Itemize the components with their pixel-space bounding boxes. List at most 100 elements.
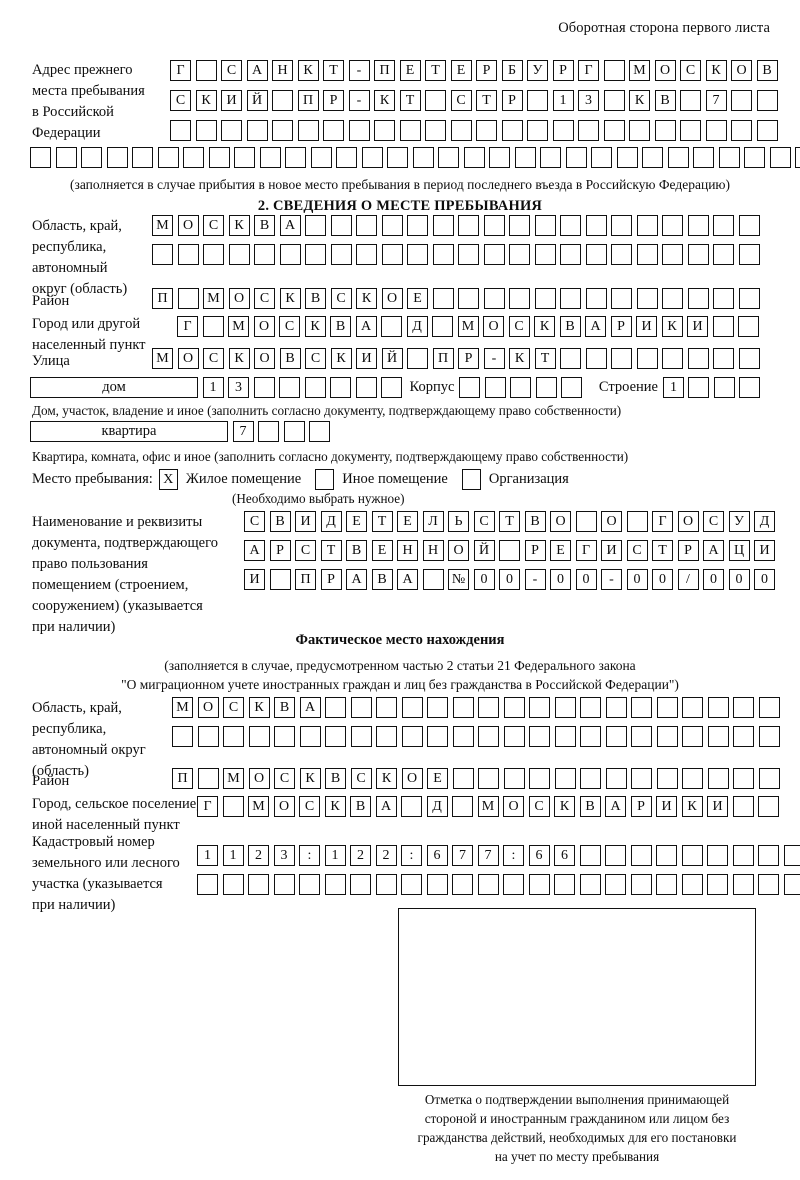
document-r1-cell-14[interactable]: [575, 511, 597, 532]
street-cell-20[interactable]: [636, 348, 658, 369]
district-cell-14[interactable]: [483, 288, 505, 309]
district-cell-19[interactable]: [611, 288, 632, 309]
region-r1-cell-19[interactable]: [611, 215, 632, 236]
prev-address-r1-cell-1[interactable]: Г: [170, 60, 191, 81]
actual-city-cell-9[interactable]: [401, 796, 422, 817]
cadastral-r1-cell-5[interactable]: :: [299, 845, 320, 866]
document-r1-cell-1[interactable]: С: [244, 511, 265, 532]
cadastral-r1-cell-15[interactable]: 6: [554, 845, 575, 866]
korpus-cell-3[interactable]: [510, 377, 532, 398]
actual-district-cell-17[interactable]: [580, 768, 601, 789]
actual-region-r1-cell-2[interactable]: О: [197, 697, 219, 718]
city-cell-6[interactable]: К: [304, 316, 326, 337]
actual-region-r2-cell-10[interactable]: [401, 726, 423, 747]
prev-address-r2-cell-22[interactable]: 7: [705, 90, 727, 111]
korpus-cell-1[interactable]: [459, 377, 481, 398]
document-r2-cell-11[interactable]: [499, 540, 520, 561]
region-r2-cell-8[interactable]: [330, 244, 352, 265]
document-r3-cell-6[interactable]: В: [371, 569, 393, 590]
district-cell-3[interactable]: М: [203, 288, 224, 309]
prev-address-r4-cell-5[interactable]: [132, 147, 153, 168]
document-r3-cell-21[interactable]: 0: [754, 569, 775, 590]
city-cell-7[interactable]: В: [330, 316, 351, 337]
document-r3-cell-5[interactable]: А: [346, 569, 367, 590]
prev-address-r4-cell-17[interactable]: [438, 147, 459, 168]
document-r2-cell-15[interactable]: И: [601, 540, 622, 561]
prev-address-r1-cell-21[interactable]: С: [680, 60, 701, 81]
district-cell-22[interactable]: [687, 288, 709, 309]
actual-district-cell-9[interactable]: К: [376, 768, 397, 789]
street-cell-12[interactable]: П: [432, 348, 454, 369]
actual-district-cell-6[interactable]: К: [299, 768, 321, 789]
city-cell-4[interactable]: О: [253, 316, 275, 337]
region-r1-cell-21[interactable]: [662, 215, 683, 236]
document-r2-cell-13[interactable]: Е: [550, 540, 571, 561]
cadastral-r1-cell-21[interactable]: [707, 845, 728, 866]
actual-city-cell-16[interactable]: В: [579, 796, 601, 817]
city-cell-11[interactable]: [432, 316, 453, 337]
actual-district-cell-23[interactable]: [733, 768, 754, 789]
cadastral-r2-cell-9[interactable]: [401, 874, 422, 895]
actual-region-r2-cell-4[interactable]: [248, 726, 270, 747]
document-r3-cell-3[interactable]: П: [295, 569, 316, 590]
actual-city-cell-2[interactable]: [222, 796, 244, 817]
document-r1-cell-20[interactable]: У: [728, 511, 750, 532]
cadastral-r2-cell-18[interactable]: [630, 874, 652, 895]
actual-region-r2-cell-16[interactable]: [554, 726, 576, 747]
house-cell-7[interactable]: [355, 377, 377, 398]
cadastral-r2-cell-7[interactable]: [350, 874, 371, 895]
flat-line[interactable]: квартира 7: [30, 421, 330, 442]
prev-address-r4-cell-22[interactable]: [565, 147, 587, 168]
document-r1-cell-8[interactable]: Л: [422, 511, 444, 532]
actual-district-cell-13[interactable]: [478, 768, 499, 789]
district-cell-11[interactable]: Е: [407, 288, 428, 309]
document-r3-cell-20[interactable]: 0: [728, 569, 750, 590]
actual-region-r2-cell-17[interactable]: [580, 726, 601, 747]
document-r1-cell-4[interactable]: Д: [320, 511, 342, 532]
prev-address-r3-cell-9[interactable]: [374, 120, 395, 141]
street-cell-15[interactable]: К: [509, 348, 530, 369]
prev-address-r1-cell-7[interactable]: Т: [323, 60, 344, 81]
cadastral-r2-cell-1[interactable]: [197, 874, 218, 895]
cadastral-r2-cell-2[interactable]: [222, 874, 244, 895]
document-r3-cell-19[interactable]: 0: [703, 569, 724, 590]
prev-address-r3-cell-15[interactable]: [527, 120, 548, 141]
region-r2-cell-3[interactable]: [203, 244, 224, 265]
actual-region-r2-cell-24[interactable]: [758, 726, 780, 747]
document-r3-cell-14[interactable]: 0: [575, 569, 597, 590]
prev-address-r2-cell-1[interactable]: С: [170, 90, 191, 111]
actual-region-r1-cell-24[interactable]: [758, 697, 780, 718]
document-r1-cell-6[interactable]: Т: [371, 511, 393, 532]
actual-district-cell-1[interactable]: П: [172, 768, 193, 789]
prev-address-r1-cell-8[interactable]: -: [348, 60, 370, 81]
stay-type-checkbox-2[interactable]: [315, 469, 335, 490]
prev-address-r1-cell-22[interactable]: К: [705, 60, 727, 81]
region-r2-cell-18[interactable]: [585, 244, 607, 265]
district-cell-6[interactable]: К: [279, 288, 301, 309]
actual-region-r1-cell-13[interactable]: [478, 697, 499, 718]
region-r2-cell-13[interactable]: [458, 244, 479, 265]
prev-address-r1-cell-3[interactable]: С: [221, 60, 242, 81]
cadastral-r2-cell-20[interactable]: [681, 874, 703, 895]
actual-region-r1-cell-9[interactable]: [376, 697, 397, 718]
prev-address-r2-cell-12[interactable]: С: [450, 90, 472, 111]
actual-district-cell-19[interactable]: [631, 768, 652, 789]
actual-region-r1-cell-22[interactable]: [707, 697, 729, 718]
flat-cell-4[interactable]: [309, 421, 330, 442]
document-r2-cell-3[interactable]: С: [295, 540, 316, 561]
region-r1-cell-5[interactable]: В: [254, 215, 275, 236]
region-r1-cell-23[interactable]: [713, 215, 734, 236]
region-r1-cell-13[interactable]: [458, 215, 479, 236]
actual-district-cell-5[interactable]: С: [274, 768, 295, 789]
actual-city-cell-10[interactable]: Д: [426, 796, 448, 817]
stay-type-checkbox-3[interactable]: [461, 469, 481, 490]
region-r1-cell-20[interactable]: [636, 215, 658, 236]
actual-region-r2-cell-1[interactable]: [172, 726, 193, 747]
region-r1-cell-4[interactable]: К: [228, 215, 250, 236]
street-cell-16[interactable]: Т: [534, 348, 556, 369]
actual-district-cell-12[interactable]: [452, 768, 474, 789]
city-cell-3[interactable]: М: [228, 316, 249, 337]
